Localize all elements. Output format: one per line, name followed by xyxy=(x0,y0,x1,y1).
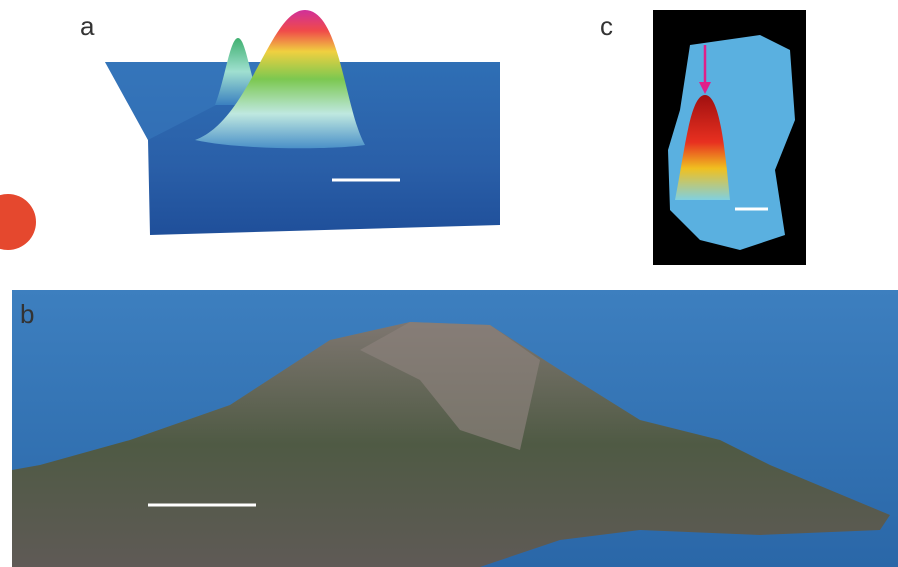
panel-label: a xyxy=(80,11,95,41)
page: a c b (() => { const data = JSON.parse(d… xyxy=(0,0,898,567)
panel-label: c xyxy=(600,11,613,41)
panel-a: a xyxy=(80,10,500,235)
red-marker xyxy=(0,194,36,250)
panel-b: b xyxy=(12,290,898,567)
figure: a c b xyxy=(0,0,898,567)
panel-label: b xyxy=(20,299,34,329)
panel-c: c xyxy=(600,10,806,265)
